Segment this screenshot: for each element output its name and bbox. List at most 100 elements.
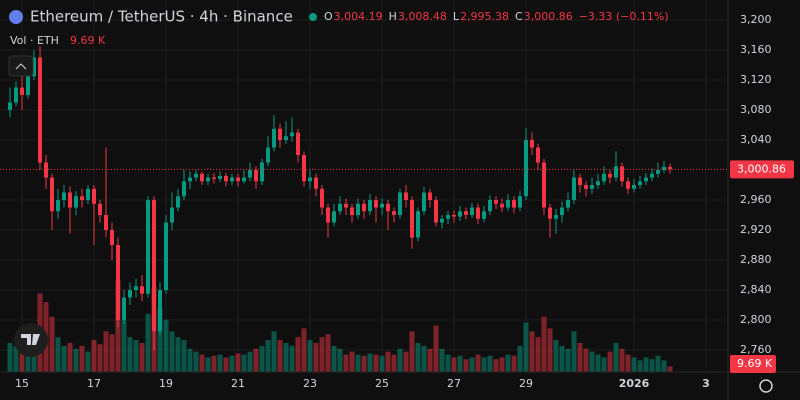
ohlc-value: 2,995.38	[460, 10, 509, 23]
candle-body	[134, 286, 138, 291]
volume-bar	[199, 354, 205, 372]
candle-body	[638, 181, 642, 186]
candle-body	[50, 177, 54, 212]
volume-bar	[325, 334, 331, 372]
volume-bar	[217, 354, 223, 372]
candle-body	[542, 162, 546, 208]
volume-bar	[661, 360, 667, 372]
candle-body	[410, 200, 414, 238]
volume-bar	[79, 345, 85, 372]
candle-body	[554, 215, 558, 219]
volume-bar	[631, 357, 637, 372]
volume-bar	[295, 337, 301, 372]
last-price-box	[730, 160, 794, 179]
volume-bar	[355, 354, 361, 372]
candle-body	[362, 203, 366, 212]
settings-button[interactable]	[759, 379, 773, 393]
ohlc-key: L	[453, 10, 460, 23]
volume-bar	[475, 354, 481, 372]
volume-bar	[613, 342, 619, 372]
volume-bar	[145, 313, 151, 372]
candle-body	[536, 147, 540, 163]
candle-body	[224, 176, 228, 182]
candle-body	[56, 200, 60, 212]
volume-bar	[529, 331, 535, 372]
volume-bar	[493, 359, 499, 372]
x-tick-label: 15	[15, 377, 29, 390]
candle-body	[302, 155, 306, 182]
candle-body	[440, 218, 444, 223]
volume-bar	[187, 348, 193, 372]
y-tick-label: 3,040	[740, 133, 772, 146]
volume-bar	[223, 357, 229, 372]
volume-bar	[163, 319, 169, 372]
x-tick-label: 25	[375, 377, 389, 390]
volume-title: Vol · ETH	[10, 34, 59, 47]
candle-body	[146, 200, 150, 294]
candle-body	[452, 215, 456, 217]
volume-bar	[595, 354, 601, 372]
candle-body	[128, 290, 132, 298]
candle-body	[380, 203, 384, 208]
candle-body	[584, 185, 588, 189]
volume-bar	[97, 344, 103, 372]
candle-body	[422, 192, 426, 212]
candle-body	[164, 222, 168, 291]
volume-bar	[181, 340, 187, 372]
candle-body	[176, 196, 180, 208]
volume-bar	[271, 331, 277, 372]
volume-bar	[277, 340, 283, 372]
volume-bar	[103, 331, 109, 372]
volume-bar	[91, 340, 97, 372]
volume-bar	[655, 355, 661, 372]
volume-bar	[649, 359, 655, 372]
volume-bar	[385, 351, 391, 372]
volume-bar	[421, 345, 427, 372]
y-tick-label: 3,160	[740, 43, 772, 56]
x-tick-label: 29	[519, 377, 533, 390]
volume-bar	[133, 340, 139, 372]
ohlc-key: H	[389, 10, 397, 23]
candle-body	[68, 192, 72, 208]
ohlc-value: 3,008.48	[398, 10, 447, 23]
y-tick-label: 3,080	[740, 103, 772, 116]
candle-body	[8, 102, 12, 111]
candle-body	[464, 211, 468, 216]
candle-body	[644, 177, 648, 182]
candle-body	[602, 173, 606, 182]
candle-body	[170, 207, 174, 223]
volume-bar	[589, 351, 595, 372]
volume-bar	[175, 337, 181, 372]
volume-legend-value: 9.69 K	[70, 34, 106, 47]
candle-body	[662, 166, 666, 171]
collapse-button[interactable]	[8, 55, 34, 77]
volume-box	[730, 355, 776, 373]
candle-body	[416, 211, 420, 238]
volume-bar	[643, 357, 649, 372]
volume-bar	[49, 316, 55, 372]
candle-body	[182, 181, 186, 197]
ohlc-value: 3,004.19	[334, 10, 383, 23]
volume-bar	[535, 337, 541, 372]
y-tick-label: 3,200	[740, 13, 772, 26]
y-tick-label: 2,800	[740, 313, 772, 326]
candle-body	[158, 290, 162, 332]
candle-body	[458, 211, 462, 217]
candle-body	[32, 57, 36, 77]
volume-bar	[415, 342, 421, 372]
volume-label: 9.69 K	[737, 357, 773, 370]
volume-bar	[445, 354, 451, 372]
volume-bar	[337, 348, 343, 372]
volume-bar	[247, 351, 253, 372]
candle-body	[506, 200, 510, 208]
volume-bar	[67, 342, 73, 372]
candle-body	[482, 211, 486, 219]
y-tick-label: 2,880	[740, 253, 772, 266]
volume-bar	[523, 322, 529, 372]
volume-bar	[121, 319, 127, 372]
status-dot	[309, 13, 317, 21]
candle-body	[386, 203, 390, 212]
volume-bar	[265, 340, 271, 372]
candle-body	[560, 207, 564, 216]
